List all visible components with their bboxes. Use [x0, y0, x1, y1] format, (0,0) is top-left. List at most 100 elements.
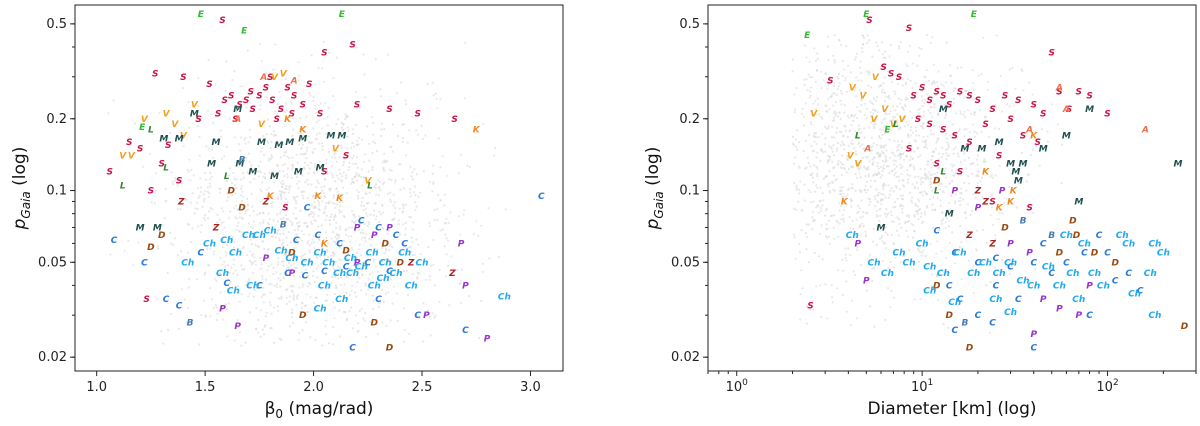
- background-dot: [322, 192, 325, 195]
- background-dot: [884, 95, 887, 98]
- class-marker-p: P: [1040, 295, 1047, 305]
- background-dot: [832, 144, 835, 147]
- background-dot: [898, 143, 901, 146]
- background-dot: [265, 311, 268, 314]
- background-dot: [825, 127, 828, 130]
- background-dot: [300, 255, 303, 258]
- background-dot: [296, 233, 299, 236]
- class-marker-s: S: [1086, 92, 1092, 102]
- background-dot: [272, 341, 276, 344]
- background-dot: [338, 193, 341, 196]
- background-dot: [868, 160, 871, 163]
- background-dot: [952, 174, 956, 177]
- background-dot: [968, 131, 972, 134]
- class-marker-ch: Ch: [368, 281, 381, 291]
- background-dot: [203, 172, 206, 175]
- background-dot: [951, 180, 954, 183]
- background-dot: [295, 182, 299, 185]
- background-dot: [927, 171, 930, 174]
- background-dot: [886, 165, 889, 168]
- background-dot: [268, 172, 271, 175]
- background-dot: [1008, 185, 1011, 189]
- background-dot: [837, 85, 840, 88]
- class-marker-d: D: [147, 243, 155, 253]
- background-dot: [345, 317, 348, 320]
- background-dot: [815, 156, 818, 159]
- background-dot: [260, 190, 263, 193]
- background-dot: [390, 200, 393, 203]
- background-dot: [972, 193, 975, 196]
- background-dot: [341, 126, 344, 129]
- background-dot: [947, 209, 950, 212]
- background-dot: [894, 171, 897, 174]
- background-dot: [794, 108, 797, 111]
- background-dot: [863, 114, 866, 117]
- background-dot: [964, 89, 967, 92]
- background-dot: [918, 134, 921, 137]
- class-marker-ch: Ch: [344, 254, 357, 264]
- background-dot: [261, 147, 264, 150]
- background-dot: [211, 160, 214, 163]
- background-dot: [432, 238, 435, 242]
- background-dot: [976, 229, 979, 232]
- class-marker-s: S: [306, 80, 312, 90]
- background-dot: [936, 298, 940, 301]
- class-marker-s: S: [910, 92, 916, 102]
- class-marker-ch: Ch: [1016, 276, 1029, 286]
- background-dot: [439, 199, 443, 202]
- class-marker-c: C: [141, 258, 148, 268]
- background-dot: [388, 168, 391, 171]
- background-dot: [467, 294, 471, 298]
- background-dot: [341, 175, 344, 178]
- background-dot: [904, 220, 907, 224]
- background-dot: [889, 210, 893, 213]
- background-dot: [386, 160, 389, 163]
- background-dot: [279, 251, 282, 254]
- background-dot: [342, 171, 345, 174]
- background-dot: [433, 284, 436, 287]
- background-dot: [841, 293, 844, 297]
- background-dot: [872, 142, 875, 145]
- background-dot: [838, 209, 841, 212]
- background-dot: [958, 128, 961, 131]
- background-dot: [857, 128, 860, 131]
- background-dot: [845, 310, 848, 313]
- background-dot: [112, 99, 115, 102]
- background-dot: [835, 178, 838, 181]
- background-dot: [898, 222, 901, 226]
- background-dot: [321, 241, 324, 244]
- background-dot: [162, 224, 165, 227]
- class-marker-s: S: [180, 73, 186, 83]
- background-dot: [929, 41, 932, 44]
- background-dot: [267, 229, 270, 232]
- background-dot: [317, 67, 320, 70]
- background-dot: [833, 154, 836, 157]
- background-dot: [351, 284, 354, 287]
- background-dot: [827, 125, 830, 128]
- background-dot: [893, 173, 896, 176]
- background-dot: [300, 271, 303, 274]
- background-dot: [360, 168, 363, 171]
- background-dot: [832, 104, 835, 107]
- background-dot: [856, 246, 859, 249]
- background-dot: [236, 273, 239, 276]
- background-dot: [916, 212, 919, 216]
- background-dot: [324, 285, 327, 288]
- background-dot: [838, 202, 841, 205]
- background-dot: [930, 189, 934, 192]
- class-marker-d: D: [158, 231, 166, 241]
- class-marker-c: C: [375, 224, 382, 234]
- background-dot: [259, 104, 262, 107]
- background-dot: [347, 235, 350, 238]
- background-dot: [278, 170, 281, 173]
- background-dot: [276, 196, 279, 199]
- background-dot: [999, 144, 1002, 147]
- background-dot: [860, 199, 863, 202]
- background-dot: [859, 166, 862, 169]
- class-marker-p: P: [1075, 311, 1082, 321]
- background-dot: [271, 201, 274, 204]
- background-dot: [248, 277, 251, 280]
- class-marker-c: C: [1030, 343, 1037, 353]
- background-dot: [258, 245, 261, 248]
